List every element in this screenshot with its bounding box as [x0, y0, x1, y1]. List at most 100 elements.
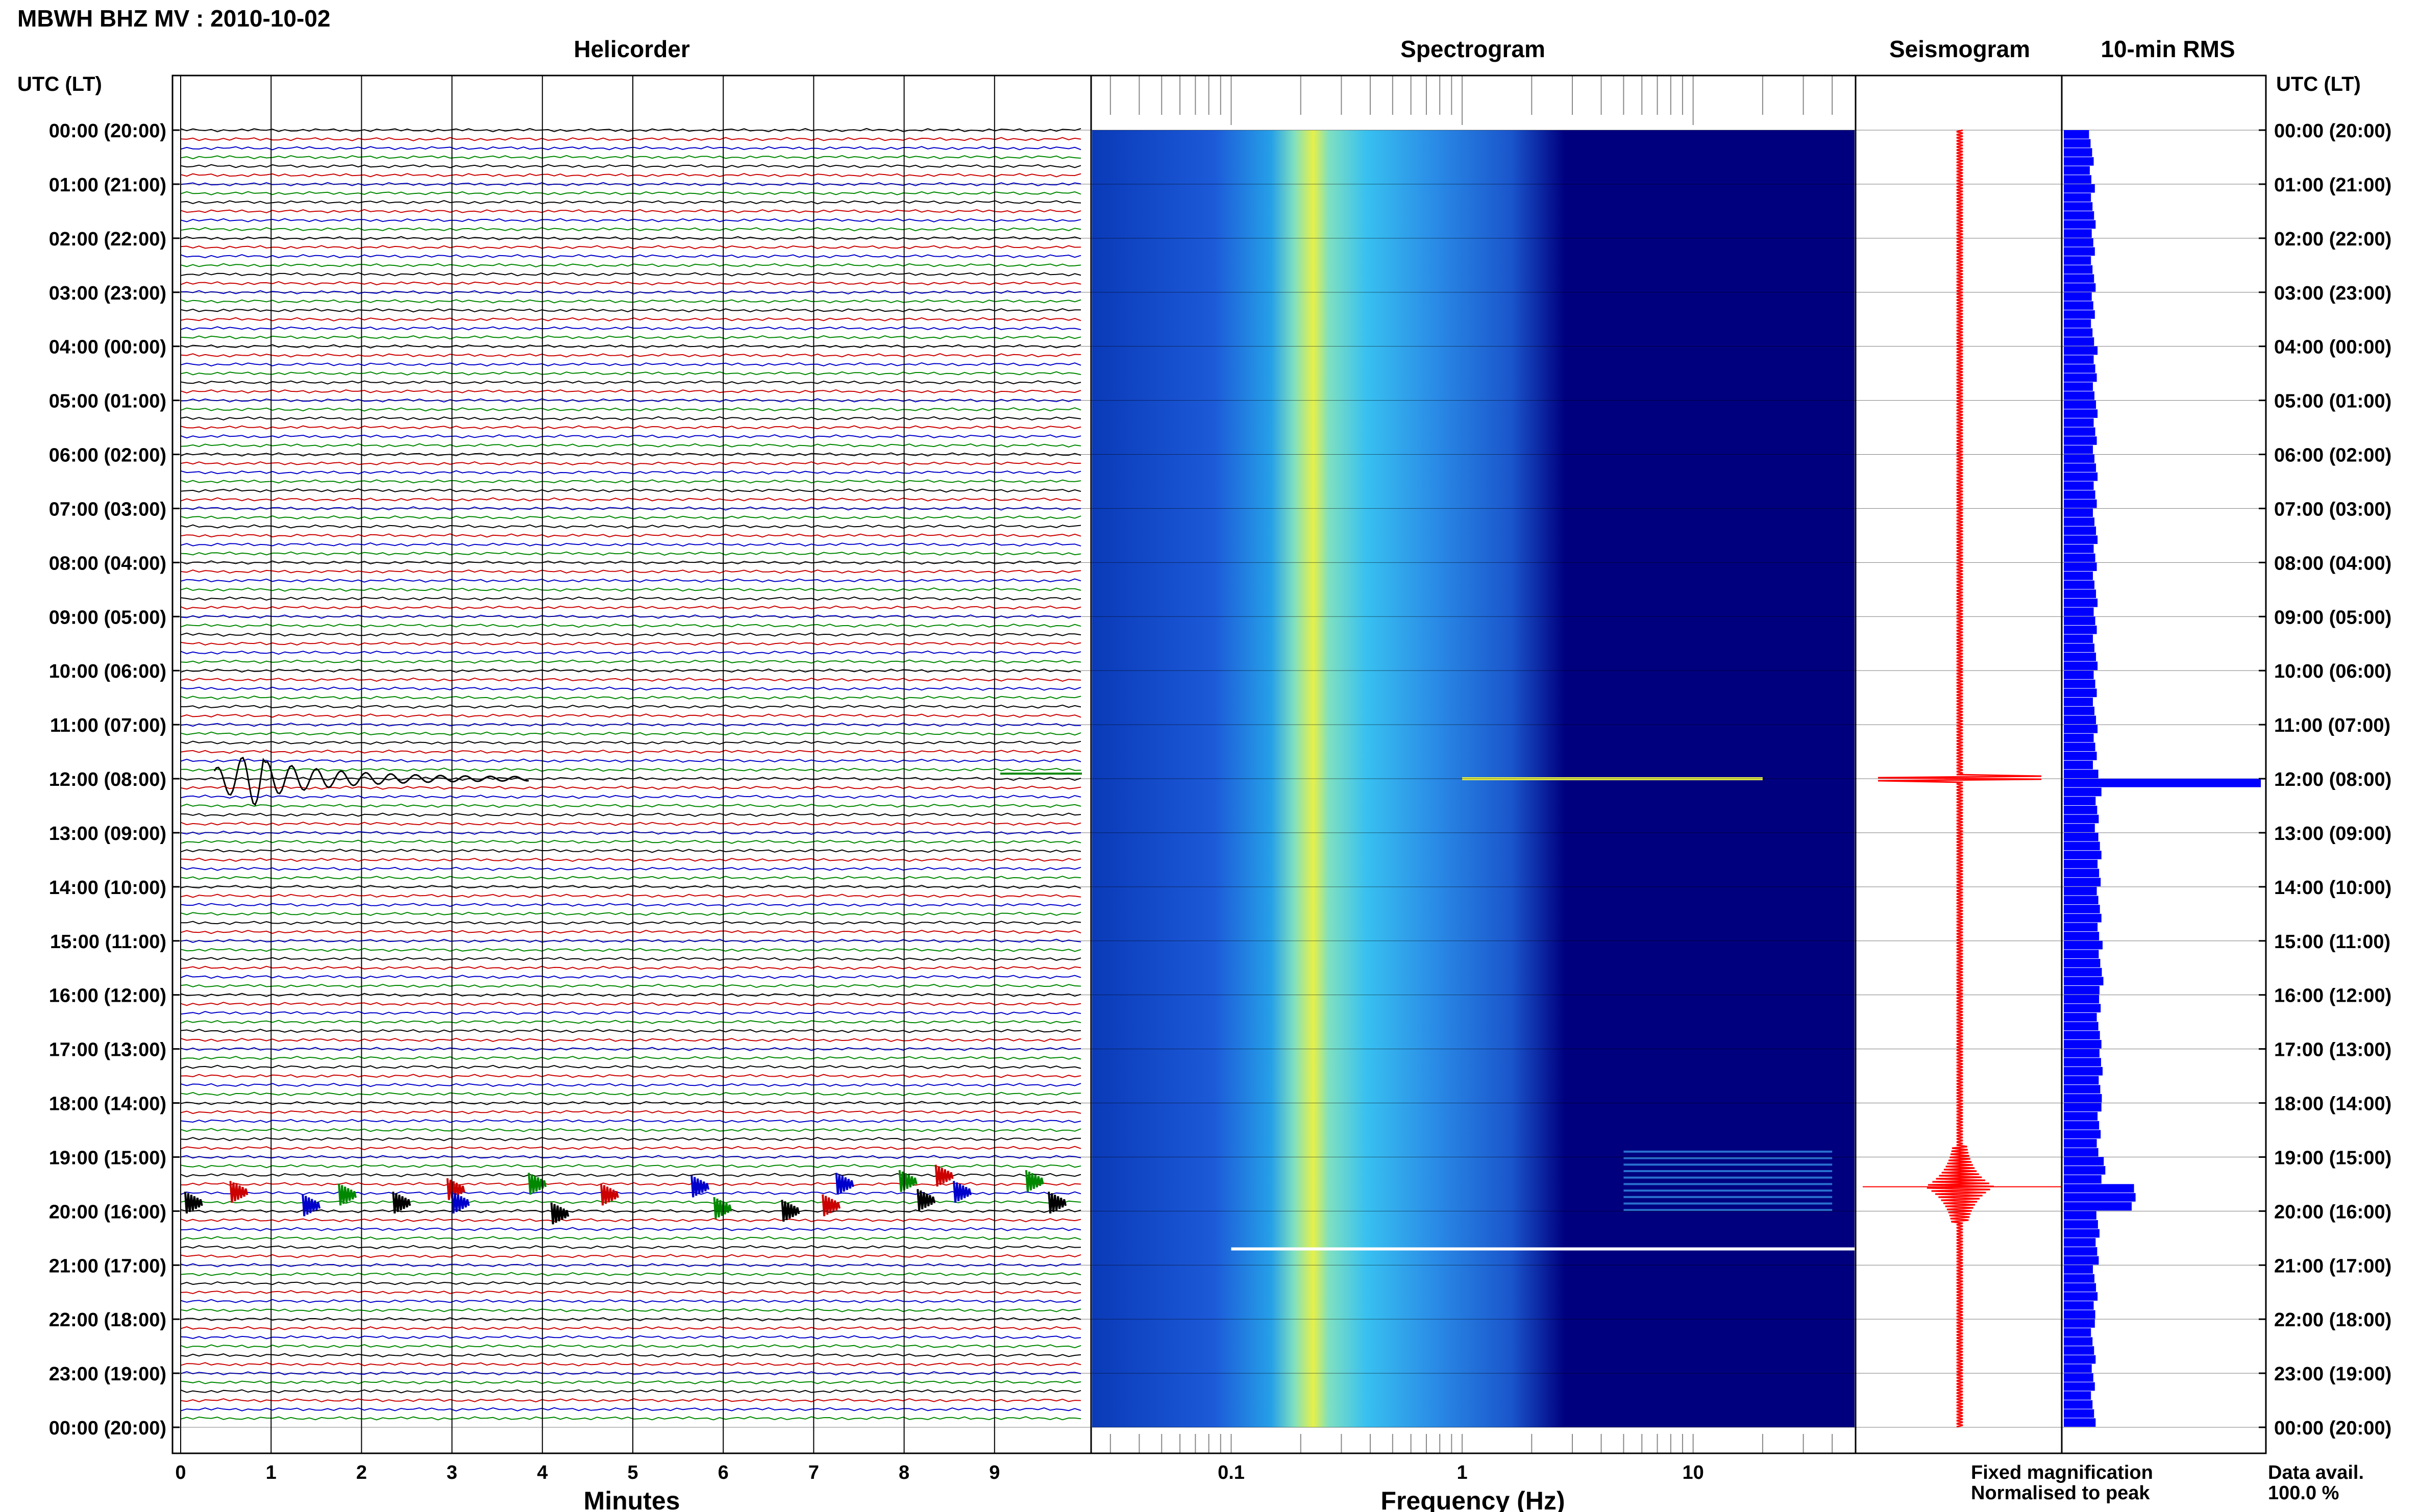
legend-fixed-magnification: Fixed magnification — [1971, 1462, 2153, 1483]
rms-bar — [2064, 652, 2096, 661]
rms-bar — [2064, 1202, 2132, 1211]
rms-bar — [2064, 1148, 2099, 1157]
helicorder-trace-row — [180, 200, 1081, 205]
rms-bar — [2064, 1238, 2096, 1247]
helicorder-trace-row — [180, 1227, 1081, 1231]
rms-bar — [2064, 1031, 2100, 1039]
helicorder-trace-row — [180, 272, 1081, 277]
helicorder-events — [184, 756, 1082, 1225]
rms-bar — [2064, 184, 2095, 193]
time-label-left: 04:00 (00:00) — [49, 337, 166, 358]
rms-bar — [2064, 932, 2100, 940]
helicorder-trace-row — [180, 965, 1081, 970]
rms-bar — [2064, 220, 2096, 229]
helicorder-trace-row — [180, 155, 1081, 160]
helicorder-trace-row — [180, 695, 1081, 700]
rms-bar — [2064, 1039, 2102, 1049]
rms-bar — [2064, 797, 2096, 805]
time-label-right: 21:00 (17:00) — [2274, 1255, 2391, 1277]
rms-bar — [2064, 725, 2098, 733]
helicorder-trace-row — [180, 335, 1081, 340]
event-burst — [229, 1181, 249, 1203]
rms-bar — [2064, 301, 2093, 310]
rms-bar — [2064, 427, 2095, 436]
rms-bar — [2064, 292, 2092, 301]
time-label-left: 13:00 (09:00) — [49, 823, 166, 845]
rms-bar — [2064, 1346, 2094, 1355]
helicorder-trace-row — [180, 1299, 1081, 1304]
rms-bar — [2064, 742, 2095, 752]
time-label-left: 14:00 (10:00) — [49, 877, 166, 899]
time-label-right: 11:00 (07:00) — [2274, 715, 2390, 736]
helicorder-trace-row — [180, 398, 1081, 403]
rms-bar — [2064, 1139, 2097, 1148]
rms-bar — [2064, 1391, 2091, 1400]
time-label-left: 03:00 (23:00) — [49, 283, 166, 304]
helicorder-trace-row — [180, 209, 1081, 214]
helicorder-trace-row — [180, 659, 1081, 664]
helicorder-trace-row — [180, 407, 1081, 412]
rms-bar — [2064, 1355, 2096, 1364]
rms-bar — [2064, 1112, 2098, 1121]
rms-bar — [2064, 283, 2096, 292]
helicorder-trace-row — [180, 1163, 1081, 1169]
time-label-right: 02:00 (22:00) — [2274, 229, 2391, 250]
helicorder-trace-row — [180, 795, 1081, 799]
event-streak — [1623, 1170, 1833, 1172]
helicorder-trace-row — [180, 1119, 1081, 1124]
rms-bar — [2064, 1058, 2101, 1067]
helicorder-trace-row — [180, 857, 1081, 862]
rms-bar — [2064, 688, 2097, 698]
helicorder-trace-row — [180, 641, 1081, 646]
time-label-right: 00:00 (20:00) — [2274, 120, 2391, 142]
rms-bar — [2064, 1283, 2096, 1292]
event-burst — [1025, 1170, 1044, 1192]
right-axis-title: UTC (LT) — [2276, 73, 2361, 95]
helicorder-trace-row — [180, 956, 1081, 961]
helicorder-trace-row — [180, 1002, 1081, 1006]
rms-bar — [2064, 454, 2095, 463]
rms-bar — [2064, 1067, 2103, 1076]
rms-bar — [2064, 274, 2094, 283]
event-burst — [953, 1181, 972, 1203]
rms-bar — [2064, 400, 2096, 409]
helicorder-trace-row — [180, 1407, 1081, 1412]
rms-bar — [2064, 238, 2093, 247]
helicorder-trace-row — [180, 749, 1081, 754]
rms-bar — [2064, 265, 2093, 274]
rms-bar — [2064, 157, 2094, 166]
rms-bar — [2064, 211, 2094, 220]
helicorder-trace-row — [180, 839, 1081, 844]
x-tick-labels: 0 1 2 3 4 5 6 7 8 9 0.1 1 10 — [175, 1462, 1704, 1483]
event-streak — [1623, 1176, 1833, 1179]
minute-tick-label: 8 — [899, 1462, 909, 1483]
helicorder-trace-row — [180, 948, 1081, 952]
spectrogram-header: Spectrogram — [1400, 36, 1545, 62]
helicorder-trace-row — [180, 1281, 1081, 1285]
rms-bar — [2064, 950, 2099, 959]
rms-bar — [2064, 436, 2097, 445]
rms-bar — [2064, 139, 2091, 148]
minute-tick-label: 0 — [175, 1462, 186, 1483]
x-axis-minutes-title: Minutes — [584, 1486, 680, 1512]
hour-grid — [172, 130, 2266, 1428]
helicorder-trace-row — [180, 353, 1081, 358]
helicorder-trace-row — [180, 578, 1081, 583]
rms-bar — [2064, 1004, 2101, 1012]
rms-bar — [2064, 1301, 2094, 1310]
helicorder-trace-row — [180, 812, 1081, 817]
helicorder-trace-row — [180, 650, 1081, 655]
helicorder-trace-row — [180, 767, 1081, 772]
rms-bar — [2064, 598, 2098, 607]
time-label-right: 14:00 (10:00) — [2274, 877, 2391, 899]
helicorder-trace-row — [180, 1335, 1081, 1340]
time-label-left: 05:00 (01:00) — [49, 391, 166, 412]
rms-bar — [2064, 166, 2090, 175]
time-label-left: 23:00 (19:00) — [49, 1364, 166, 1385]
rms-bar — [2064, 355, 2094, 364]
helicorder-traces — [180, 128, 1081, 1421]
rms-bar — [2064, 517, 2095, 526]
helicorder-trace-row — [180, 713, 1081, 718]
rms-bar — [2064, 1256, 2099, 1265]
event-streak — [1623, 1196, 1833, 1198]
